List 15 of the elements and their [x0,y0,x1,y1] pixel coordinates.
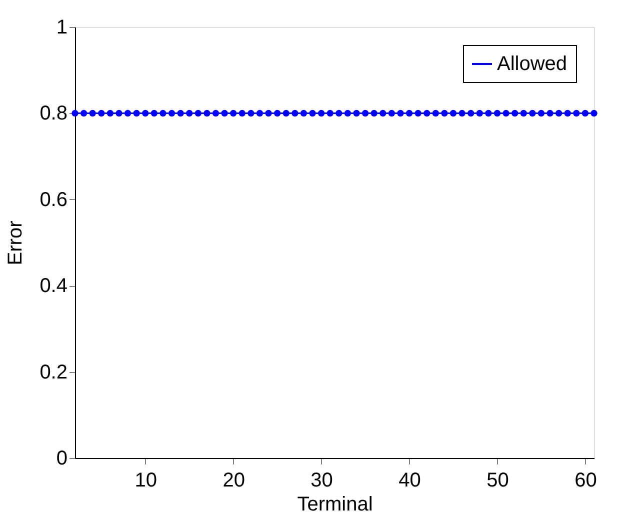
x-tick-label: 30 [310,470,333,492]
x-tick-label: 20 [222,470,245,492]
x-tick-label: 60 [574,470,597,492]
legend-label: Allowed [497,53,568,75]
y-tick-label: 0.8 [40,102,68,125]
x-tick-label: 10 [134,470,157,492]
y-tick-label: 0.4 [40,275,68,298]
x-tick-label: 50 [486,470,509,492]
y-tick-label: 0.2 [40,361,68,384]
y-tick-label: 0.6 [40,188,68,211]
y-axis-title: Error [4,220,27,266]
y-tick-label: 0 [56,448,68,470]
x-tick-label: 40 [398,470,421,492]
y-tick-label: 1 [56,16,68,38]
x-axis-title: Terminal [297,494,373,516]
